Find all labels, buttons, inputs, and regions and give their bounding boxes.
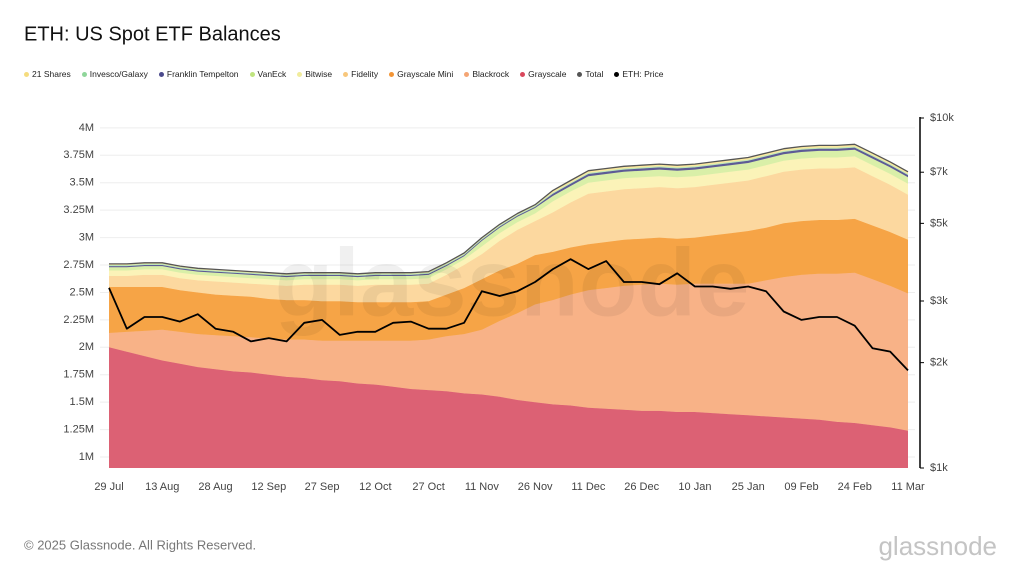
y-tick-label: 2.5M — [70, 286, 94, 298]
area — [109, 347, 908, 468]
y2-tick-label: $3k — [930, 295, 948, 307]
legend-item: Grayscale — [520, 69, 566, 79]
legend-item: Fidelity — [343, 69, 378, 79]
legend-label: Grayscale — [528, 69, 567, 79]
y2-tick-label: $7k — [930, 166, 948, 178]
y2-tick-label: $1k — [930, 462, 948, 474]
x-tick-label: 09 Feb — [784, 481, 818, 493]
legend-item: Franklin Tempelton — [158, 69, 239, 79]
legend-item: Bitwise — [297, 69, 332, 79]
x-tick-label: 12 Oct — [359, 481, 391, 493]
y-tick-label: 2.75M — [63, 259, 94, 271]
y-tick-label: 1M — [79, 451, 94, 463]
y-tick-label: 1.25M — [63, 424, 94, 436]
footer: © 2025 Glassnode. All Rights Reserved. — [24, 537, 256, 552]
legend-dot — [297, 71, 303, 77]
chart-title: ETH: US Spot ETF Balances — [24, 23, 281, 45]
y2-tick-label: $10k — [930, 112, 954, 124]
legend-label: Total — [585, 69, 604, 79]
legend-label: Grayscale Mini — [397, 69, 454, 79]
x-tick-label: 13 Aug — [145, 481, 179, 493]
legend-item: 21 Shares — [24, 69, 71, 79]
y-tick-label: 3.75M — [63, 149, 94, 161]
y-tick-label: 2.25M — [63, 314, 94, 326]
legend-item: ETH: Price — [614, 69, 663, 79]
legend-item: VanEck — [249, 69, 287, 79]
x-tick-label: 27 Sep — [305, 481, 340, 493]
legend-label: Fidelity — [351, 69, 379, 79]
y-tick-label: 1.75M — [63, 369, 94, 381]
x-tick-label: 28 Aug — [198, 481, 232, 493]
legend-dot — [158, 71, 164, 77]
area — [109, 167, 908, 303]
y2-tick-label: $5k — [930, 217, 948, 229]
legend-label: ETH: Price — [622, 69, 664, 79]
legend-item: Blackrock — [464, 69, 509, 79]
legend-label: Bitwise — [305, 69, 333, 79]
area — [109, 272, 908, 431]
legend-dot — [577, 71, 583, 77]
total-line — [109, 143, 909, 275]
price-line — [108, 258, 909, 372]
legend-label: Blackrock — [472, 69, 510, 79]
x-tick-label: 12 Sep — [251, 481, 286, 493]
y2-tick-label: $2k — [930, 357, 948, 369]
x-tick-label: 27 Oct — [412, 481, 444, 493]
x-tick-label: 29 Jul — [94, 481, 123, 493]
legend-item: Grayscale Mini — [389, 69, 453, 79]
legend-dot — [81, 71, 87, 77]
legend-dot — [389, 71, 395, 77]
y-tick-label: 4M — [79, 122, 94, 134]
legend-dot — [614, 71, 620, 77]
legend-dot — [520, 71, 526, 77]
x-tick-label: 26 Dec — [624, 481, 659, 493]
watermark: glassnode — [275, 229, 750, 336]
legend-label: 21 Shares — [32, 69, 71, 79]
y-tick-label: 3M — [79, 231, 94, 243]
legend-item: Total — [577, 69, 603, 79]
y-tick-label: 3.5M — [70, 177, 94, 189]
y-tick-label: 2M — [79, 341, 94, 353]
legend-label: Franklin Tempelton — [166, 69, 239, 79]
x-tick-label: 11 Dec — [571, 481, 606, 493]
legend-label: VanEck — [257, 69, 287, 79]
x-tick-label: 11 Mar — [891, 481, 925, 493]
area — [109, 218, 908, 341]
legend-dot — [343, 71, 349, 77]
x-tick-label: 25 Jan — [732, 481, 765, 493]
area-edge — [108, 347, 909, 431]
legend: 21 Shares Invesco/Galaxy Franklin Tempelto… — [24, 69, 663, 79]
legend-dot — [24, 71, 29, 77]
x-tick-label: 11 Nov — [465, 481, 500, 493]
y-tick-label: 1.5M — [70, 396, 94, 408]
legend-label: Invesco/Galaxy — [89, 69, 148, 79]
x-tick-label: 10 Jan — [678, 481, 711, 493]
legend-dot — [249, 71, 255, 77]
y-tick-label: 3.25M — [63, 204, 94, 216]
x-tick-label: 24 Feb — [838, 481, 872, 493]
legend-item: Invesco/Galaxy — [81, 69, 148, 79]
logo: glassnode — [878, 531, 997, 561]
x-tick-label: 26 Nov — [518, 481, 553, 493]
legend-dot — [464, 71, 470, 77]
